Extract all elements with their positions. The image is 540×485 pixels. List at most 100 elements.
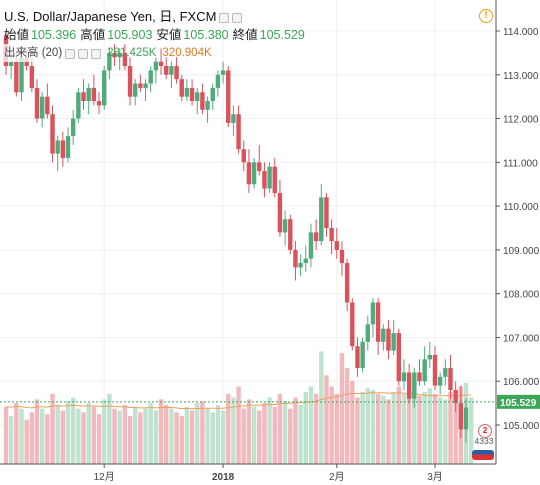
candle-body [91, 87, 97, 102]
volume-bar [169, 408, 174, 464]
candle-body [195, 92, 200, 102]
volume-bar [3, 406, 9, 464]
candle-body [65, 136, 71, 158]
candle-body [282, 219, 288, 233]
candle-body [14, 61, 19, 93]
y-tick-label: 107.000 [503, 333, 540, 344]
candle-body [267, 166, 272, 189]
open-value: 105.396 [31, 28, 77, 42]
close-value: 105.529 [259, 28, 305, 42]
volume-bar [117, 410, 122, 464]
candle-body [231, 114, 236, 123]
candle-body [293, 249, 298, 268]
volume-bar [257, 410, 262, 464]
chart-legend: U.S. Dollar/Japanese Yen, 日, FXCM 始値 105… [4, 8, 305, 62]
volume-bar [308, 386, 314, 464]
candle-body [236, 114, 241, 150]
volume-bar [241, 408, 246, 464]
price-tag-bg [497, 394, 540, 409]
volume-bar [24, 419, 29, 464]
volume-bar [381, 395, 386, 464]
volume-bar [293, 397, 298, 464]
candle-body [443, 368, 448, 377]
volume-bar [443, 399, 448, 464]
y-tick-label: 109.000 [503, 246, 540, 257]
volume-bar [365, 388, 370, 464]
candle-body [138, 83, 143, 88]
candle-body [406, 372, 412, 399]
volume-bar [86, 403, 91, 464]
volume-bar [236, 386, 241, 464]
volume-bar [453, 403, 458, 464]
candle-body [288, 219, 293, 250]
volume-bar [143, 408, 148, 464]
candle-body [334, 241, 339, 250]
candle-body [437, 376, 443, 386]
volume-bar [334, 393, 339, 464]
y-tick-label: 108.000 [503, 290, 540, 301]
candle-body [60, 140, 66, 158]
candle-body [200, 92, 205, 110]
volume-bar [205, 408, 210, 464]
volume-bar [277, 393, 283, 464]
candle-body [70, 118, 76, 137]
candle-body [360, 341, 365, 369]
candle-body [355, 346, 360, 369]
volume-bar [65, 401, 71, 464]
candle-body [262, 171, 267, 189]
volume-bar [210, 412, 215, 464]
volume-bar [200, 401, 205, 464]
volume-bar [226, 393, 231, 464]
volume-bar [91, 406, 97, 464]
volume-bar [344, 368, 350, 464]
candle-body [448, 368, 453, 390]
volume-bar [267, 397, 272, 464]
candle-body [339, 249, 345, 264]
volume-hide-icon[interactable] [65, 49, 76, 59]
volume-bar [396, 386, 402, 464]
candle-body [251, 162, 257, 185]
volume-bar [184, 406, 190, 464]
candle-body [86, 87, 91, 102]
volume-bar [339, 353, 345, 464]
volume-bar [164, 404, 169, 464]
high-value: 105.903 [107, 28, 153, 42]
volume-close-icon[interactable] [91, 49, 102, 59]
candle-body [417, 372, 422, 382]
y-tick-label: 113.000 [503, 71, 539, 82]
candle-body [81, 92, 86, 102]
volume-bar [246, 399, 252, 464]
hide-series-icon[interactable] [219, 13, 230, 23]
y-tick-label: 106.000 [503, 377, 540, 388]
candle-body [308, 232, 314, 259]
candle-body [226, 70, 231, 123]
candle-body [210, 87, 215, 102]
y-tick-label: 111.000 [503, 158, 538, 169]
volume-bar [19, 408, 24, 464]
candle-body [401, 372, 407, 382]
candle-body [427, 354, 433, 360]
low-value: 105.380 [183, 28, 229, 42]
volume-bar [158, 399, 164, 464]
candle-body [117, 52, 122, 58]
volume-settings-icon[interactable] [78, 49, 89, 59]
logo-flag-icon [472, 450, 494, 460]
title-row: U.S. Dollar/Japanese Yen, 日, FXCM [4, 8, 305, 26]
volume-bar [319, 351, 324, 464]
volume-ma-value: 320.904K [162, 47, 212, 59]
volume-bar [29, 412, 35, 464]
candle-body [220, 70, 226, 75]
exclamation-circle-icon[interactable]: ! [479, 9, 493, 23]
candle-body [272, 166, 277, 193]
candle-body [381, 328, 386, 342]
volume-value: 281.425K [107, 47, 157, 59]
x-tick-label: 3月 [427, 471, 443, 483]
volume-bar [350, 380, 355, 464]
settings-icon[interactable] [232, 13, 243, 23]
volume-bar [272, 406, 277, 464]
candle-body [329, 228, 334, 242]
candle-body [45, 96, 50, 115]
candle-body [277, 192, 283, 233]
